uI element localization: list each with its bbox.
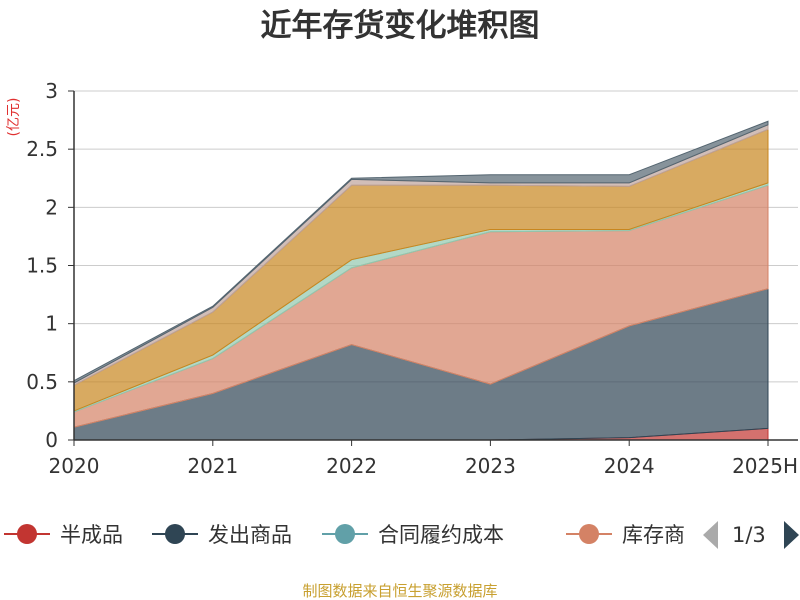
- legend-item[interactable]: 半成品: [4, 523, 123, 547]
- pager-next-icon[interactable]: [784, 521, 799, 549]
- axes: 0 0.5 1 1.5 2 2.5 3 2020 2021 2022 2023 2024 2025H: [26, 79, 798, 478]
- series-areas: [73, 120, 769, 441]
- legend-item[interactable]: 库存商: [566, 523, 685, 547]
- legend: 半成品 发出商品 合同履约成本 库存商: [4, 523, 685, 547]
- y-tick-label: 0.5: [26, 370, 58, 394]
- legend-label: 半成品: [60, 523, 123, 547]
- legend-label: 库存商: [622, 523, 685, 547]
- legend-swatch-circle: [17, 524, 37, 544]
- y-tick-label: 0: [45, 428, 58, 452]
- x-tick-label: 2023: [465, 454, 516, 478]
- legend-item[interactable]: 合同履约成本: [322, 523, 504, 547]
- legend-swatch-circle: [335, 524, 355, 544]
- y-tick-label: 2.5: [26, 137, 58, 161]
- y-tick-label: 1: [45, 312, 58, 336]
- y-tick-label: 3: [45, 79, 58, 103]
- legend-label: 发出商品: [208, 523, 292, 547]
- area-series-7: [73, 120, 769, 384]
- x-tick-label: 2022: [326, 454, 377, 478]
- legend-items: 半成品 发出商品 合同履约成本 库存商: [4, 523, 685, 547]
- source-note: 制图数据来自恒生聚源数据库: [302, 582, 497, 600]
- y-tick-label: 1.5: [26, 254, 58, 278]
- x-tick-label: 2020: [49, 454, 100, 478]
- x-tick-label: 2021: [187, 454, 238, 478]
- legend-pager: 1/3: [703, 521, 799, 549]
- legend-item[interactable]: 发出商品: [152, 523, 292, 547]
- chart-title: 近年存货变化堆积图: [261, 8, 540, 44]
- pager-page-indicator: 1/3: [732, 523, 766, 547]
- y-tick-label: 2: [45, 195, 58, 219]
- legend-swatch-circle: [579, 524, 599, 544]
- legend-swatch-circle: [165, 524, 185, 544]
- legend-label: 合同履约成本: [378, 523, 504, 547]
- x-tick-label: 2024: [604, 454, 655, 478]
- x-tick-label: 2025H: [732, 454, 798, 478]
- y-axis-unit: (亿元): [6, 98, 22, 137]
- pager-prev-icon[interactable]: [703, 521, 718, 549]
